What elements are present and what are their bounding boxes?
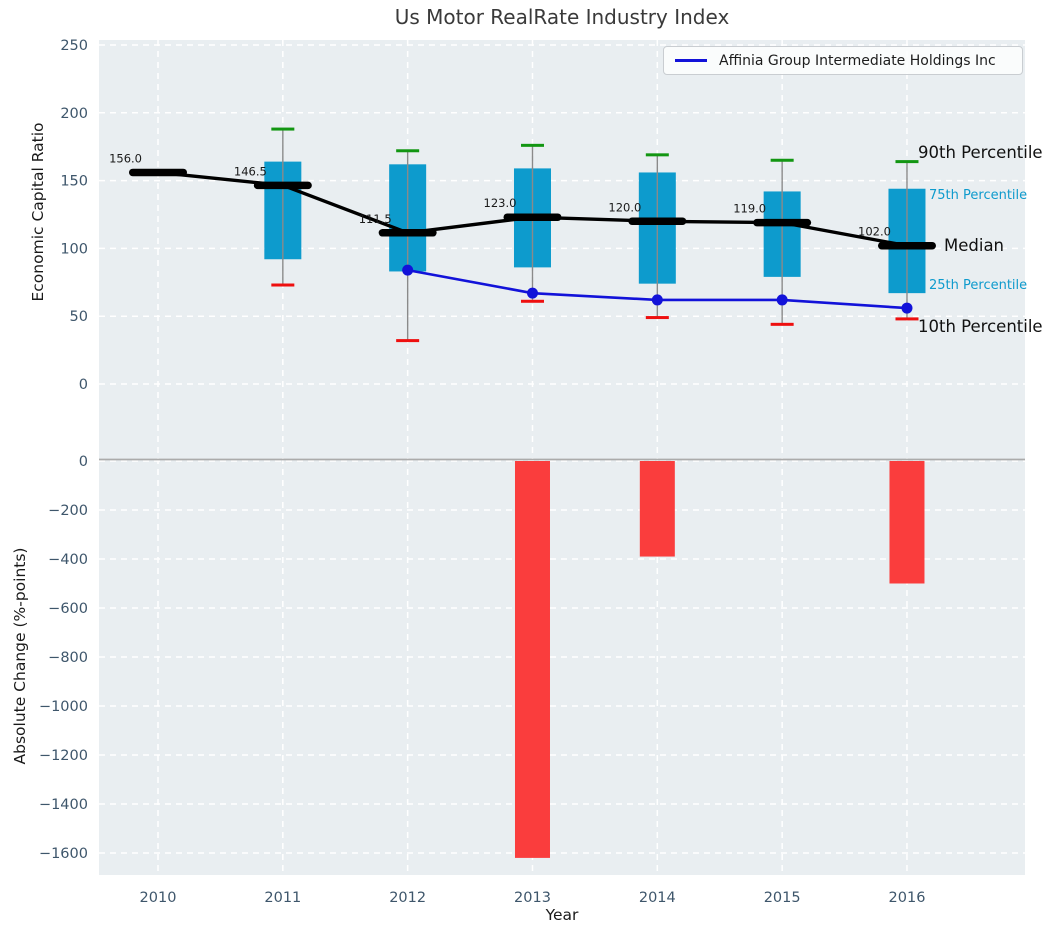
annotation-median: Median bbox=[944, 236, 1005, 255]
ytick-bottom--800: −800 bbox=[48, 650, 88, 666]
cap-90th-2011 bbox=[271, 127, 295, 131]
company-point-2014 bbox=[651, 294, 663, 306]
xtick-2012: 2012 bbox=[389, 890, 426, 906]
ytick-bottom--1200: −1200 bbox=[39, 748, 88, 764]
annotation-90th-percentile: 90th Percentile bbox=[918, 143, 1043, 162]
top-y-axis-label: Economic Capital Ratio bbox=[29, 122, 47, 302]
median-value-label-2012: 111.5 bbox=[359, 212, 392, 226]
ytick-bottom--1000: −1000 bbox=[39, 699, 88, 715]
cap-10th-2013 bbox=[520, 299, 544, 303]
bottom-y-axis-label: Absolute Change (%-points) bbox=[11, 547, 29, 765]
ytick-top-200: 200 bbox=[60, 106, 88, 122]
median-value-label-2016: 102.0 bbox=[858, 225, 891, 239]
ytick-bottom--1600: −1600 bbox=[39, 846, 88, 862]
chart-title: Us Motor RealRate Industry Index bbox=[394, 5, 730, 29]
median-segment-2010 bbox=[129, 168, 187, 177]
cap-90th-2016 bbox=[895, 160, 919, 164]
median-segment-2012 bbox=[378, 229, 437, 237]
change-bar-2013 bbox=[514, 461, 550, 858]
x-axis-label: Year bbox=[545, 906, 579, 924]
ytick-bottom--1400: −1400 bbox=[39, 797, 88, 813]
cap-10th-2016 bbox=[895, 317, 919, 321]
median-value-label-2014: 120.0 bbox=[608, 200, 641, 214]
company-point-2012 bbox=[402, 264, 414, 276]
median-segment-2015 bbox=[753, 218, 812, 227]
ytick-bottom--200: −200 bbox=[48, 503, 88, 519]
median-segment-2014 bbox=[628, 217, 687, 226]
ytick-top-0: 0 bbox=[79, 377, 88, 393]
annotation-25th-percentile: 25th Percentile bbox=[929, 278, 1028, 293]
median-value-label-2015: 119.0 bbox=[733, 202, 766, 216]
xtick-2014: 2014 bbox=[639, 890, 676, 906]
legend: Affinia Group Intermediate Holdings Inc bbox=[663, 46, 1023, 75]
median-value-label-2011: 146.5 bbox=[234, 164, 267, 178]
xtick-2016: 2016 bbox=[889, 890, 926, 906]
company-point-2015 bbox=[776, 294, 788, 306]
cap-10th-2012 bbox=[396, 339, 420, 343]
median-value-label-2010: 156.0 bbox=[109, 151, 142, 165]
median-segment-2011 bbox=[253, 181, 312, 190]
median-value-label-2013: 123.0 bbox=[484, 196, 517, 210]
ytick-top-100: 100 bbox=[60, 241, 88, 257]
cap-90th-2014 bbox=[645, 153, 669, 157]
xtick-2011: 2011 bbox=[264, 890, 301, 906]
change-bar-2014 bbox=[639, 461, 675, 557]
company-point-2016 bbox=[901, 302, 913, 314]
median-segment-2016 bbox=[877, 241, 936, 250]
legend-series-label: Affinia Group Intermediate Holdings Inc bbox=[719, 52, 996, 69]
ytick-bottom-0: 0 bbox=[79, 454, 88, 470]
ytick-top-150: 150 bbox=[60, 174, 88, 190]
annotation-75th-percentile: 75th Percentile bbox=[929, 188, 1028, 203]
company-point-2013 bbox=[526, 287, 538, 299]
xtick-2013: 2013 bbox=[514, 890, 551, 906]
change-bar-2016 bbox=[889, 461, 925, 584]
cap-10th-2014 bbox=[645, 316, 669, 320]
cap-10th-2015 bbox=[770, 322, 794, 326]
xtick-2015: 2015 bbox=[764, 890, 801, 906]
median-segment-2013 bbox=[503, 213, 562, 221]
annotation-10th-percentile: 10th Percentile bbox=[918, 317, 1043, 336]
ytick-bottom--600: −600 bbox=[48, 601, 88, 617]
cap-90th-2012 bbox=[396, 149, 420, 153]
plot-area bbox=[99, 40, 1025, 875]
ytick-top-50: 50 bbox=[70, 309, 88, 325]
cap-90th-2013 bbox=[520, 143, 544, 147]
xtick-2010: 2010 bbox=[140, 890, 177, 906]
cap-90th-2015 bbox=[770, 158, 794, 162]
cap-10th-2011 bbox=[271, 283, 295, 287]
legend-line-icon bbox=[675, 59, 707, 62]
ytick-bottom--400: −400 bbox=[48, 552, 88, 568]
ytick-top-250: 250 bbox=[60, 38, 88, 54]
